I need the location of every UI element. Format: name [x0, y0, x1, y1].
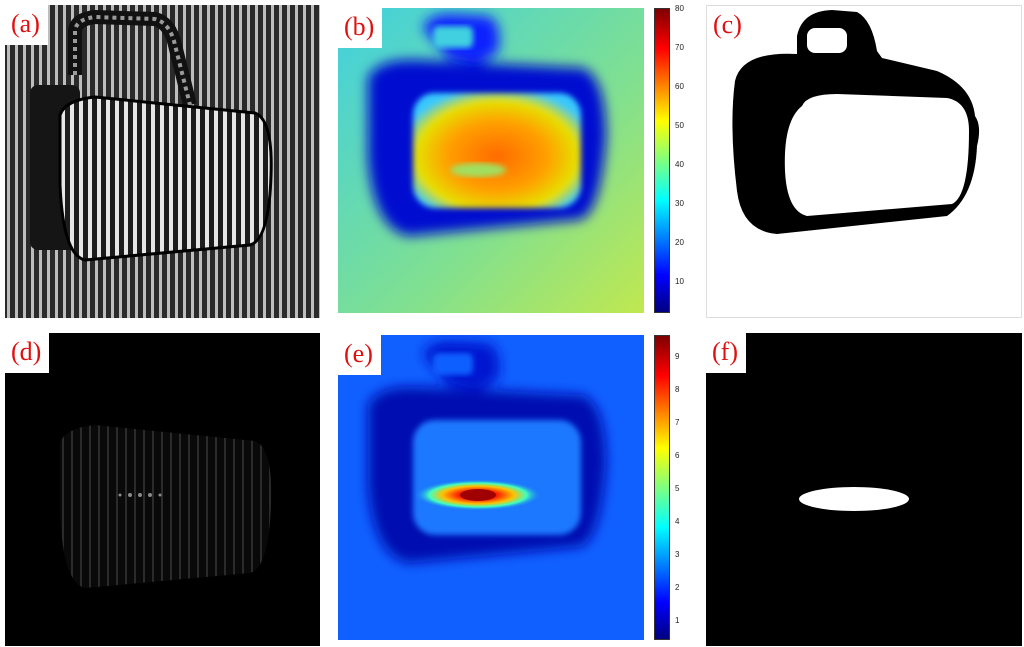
colorbar-b-tick: 40 [675, 160, 684, 169]
panel-b-heatmap: (b) [338, 8, 644, 313]
colorbar-e-tick: 7 [675, 418, 680, 427]
binary-mask-c [707, 6, 1021, 317]
binary-mask-f [706, 333, 1022, 646]
panel-a-fringe-image: (a) [5, 5, 320, 318]
dark-fringe-image [5, 333, 320, 646]
panel-e-heatmap: (e) [338, 335, 644, 640]
heatmap-b [338, 8, 644, 313]
colorbar-b [654, 8, 670, 313]
colorbar-b-tick: 50 [675, 121, 684, 130]
colorbar-b-tick: 10 [675, 277, 684, 286]
panel-d-dark-image: (d) [5, 333, 320, 646]
heatmap-e [338, 335, 644, 640]
colorbar-e [654, 335, 670, 640]
colorbar-e-tick: 2 [675, 583, 680, 592]
colorbar-e-tick: 4 [675, 517, 680, 526]
colorbar-e-tick: 1 [675, 616, 680, 625]
colorbar-e-tick: 8 [675, 385, 680, 394]
colorbar-b-tick: 60 [675, 82, 684, 91]
colorbar-b-tick: 80 [675, 4, 684, 13]
panel-f-label: (f) [706, 333, 746, 373]
colorbar-e-tick: 3 [675, 550, 680, 559]
fringe-mug-image [5, 5, 320, 318]
colorbar-e-tick: 6 [675, 451, 680, 460]
panel-e-label: (e) [338, 335, 381, 375]
panel-b-label: (b) [338, 8, 383, 48]
panel-a-label: (a) [5, 5, 48, 45]
panel-c-label: (c) [707, 6, 750, 46]
panel-d-label: (d) [5, 333, 50, 373]
colorbar-b-tick: 30 [675, 199, 684, 208]
colorbar-b-tick: 20 [675, 238, 684, 247]
colorbar-e-tick: 9 [675, 352, 680, 361]
colorbar-e-tick: 5 [675, 484, 680, 493]
panel-f-mask: (f) [706, 333, 1022, 646]
colorbar-b-tick: 70 [675, 43, 684, 52]
panel-c-mask: (c) [706, 5, 1022, 318]
